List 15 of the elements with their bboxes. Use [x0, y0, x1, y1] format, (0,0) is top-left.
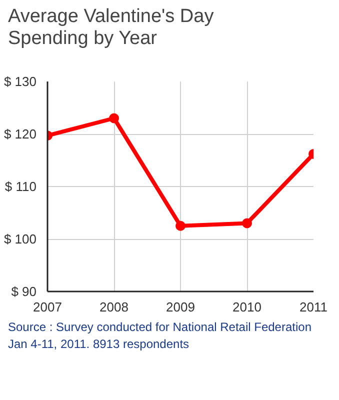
chart-title: Average Valentine's Day Spending by Year [8, 6, 215, 50]
x-tick-label: 2008 [100, 300, 128, 314]
y-tick-label: $ 120 [4, 126, 37, 142]
y-tick-label: $ 90 [11, 284, 37, 299]
point [176, 220, 186, 231]
x-tick-label: 2011 [300, 300, 328, 314]
y-tick-label: $ 130 [4, 74, 37, 89]
x-tick-label: 2009 [166, 300, 195, 314]
y-tick-label: $ 100 [4, 232, 37, 246]
point [242, 218, 252, 228]
x-tick-label: 2010 [232, 300, 262, 314]
y-tick-label: $ 110 [4, 179, 37, 194]
point [109, 113, 119, 124]
source-note: Source : Survey conducted for National Retail Federation Jan 4-11, 2011. 8913 respondents [8, 319, 312, 353]
x-tick-label: 2007 [33, 300, 62, 314]
